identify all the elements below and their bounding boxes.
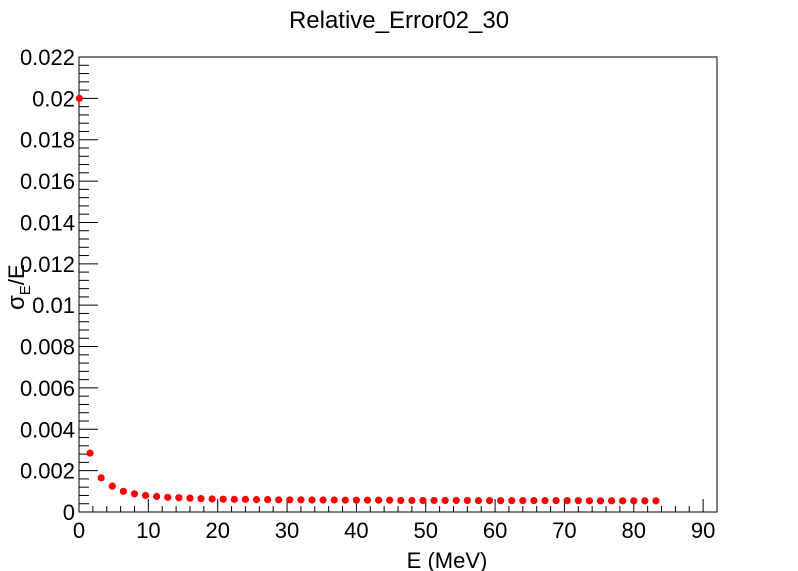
data-point — [319, 496, 327, 504]
data-point — [530, 497, 538, 505]
y-axis-title-symbol: σ — [3, 295, 30, 310]
x-tick-labels: 0 10 20 30 40 50 60 70 80 90 — [73, 518, 715, 543]
data-point — [241, 495, 250, 503]
y-tick-label: 0.012 — [20, 252, 75, 277]
y-tick-label: 0.016 — [20, 169, 75, 194]
data-point — [452, 496, 460, 505]
x-tick-label: 30 — [275, 518, 299, 543]
y-minor-ticks — [79, 64, 89, 505]
data-point — [408, 496, 416, 505]
data-point — [275, 496, 283, 504]
data-point — [596, 497, 605, 505]
data-point — [164, 493, 172, 501]
data-point — [563, 497, 571, 505]
data-point — [485, 497, 494, 505]
data-point — [330, 496, 338, 504]
data-point — [86, 449, 94, 457]
data-point — [497, 497, 505, 505]
data-point — [297, 496, 305, 504]
x-tick-label: 20 — [205, 518, 229, 543]
data-point — [119, 487, 127, 495]
data-point — [186, 494, 194, 502]
data-point — [352, 496, 360, 504]
y-axis-title-subscript: E — [17, 285, 34, 295]
data-point — [508, 497, 516, 505]
data-point — [419, 496, 427, 505]
data-point — [619, 497, 627, 505]
data-point — [519, 497, 527, 505]
data-points — [75, 94, 660, 505]
x-minor-ticks — [92, 506, 690, 512]
x-tick-label: 10 — [136, 518, 160, 543]
data-point — [130, 490, 139, 498]
data-point — [252, 495, 261, 504]
y-tick-label: 0.02 — [32, 86, 75, 111]
data-point — [607, 497, 616, 505]
x-tick-label: 0 — [73, 518, 85, 543]
data-point — [574, 497, 582, 505]
chart-title: Relative_Error02_30 — [289, 7, 509, 34]
y-tick-label: 0.014 — [20, 210, 75, 235]
data-point — [141, 491, 150, 500]
data-point — [397, 496, 405, 505]
y-tick-label: 0.004 — [20, 417, 75, 442]
data-point — [430, 496, 438, 505]
y-tick-label: 0.006 — [20, 376, 75, 401]
data-point — [197, 494, 205, 503]
data-point — [97, 474, 105, 482]
data-point — [541, 497, 549, 505]
data-point — [308, 496, 316, 504]
y-tick-label: 0.01 — [32, 293, 75, 318]
data-point — [219, 495, 227, 503]
data-point — [264, 495, 272, 504]
data-point — [630, 497, 638, 505]
data-point — [552, 497, 560, 505]
data-point — [374, 496, 383, 504]
data-point — [386, 496, 394, 504]
data-point — [208, 495, 216, 503]
data-point — [474, 497, 483, 505]
data-point — [641, 497, 649, 505]
x-tick-label: 60 — [483, 518, 507, 543]
data-point — [75, 94, 83, 102]
y-tick-label: 0.008 — [20, 335, 75, 360]
data-point — [286, 496, 294, 504]
y-tick-label: 0.022 — [20, 45, 75, 70]
x-tick-label: 80 — [622, 518, 646, 543]
data-point — [652, 497, 660, 505]
y-axis-title: σE/E — [3, 264, 34, 310]
x-tick-label: 50 — [413, 518, 437, 543]
y-tick-labels: 0 0.002 0.004 0.006 0.008 0.01 0.012 0.014 0.016… — [20, 45, 75, 525]
y-axis-title-suffix: /E — [4, 264, 29, 285]
x-tick-label: 40 — [344, 518, 368, 543]
data-point — [108, 482, 116, 490]
data-point — [175, 494, 183, 502]
y-tick-label: 0 — [63, 500, 75, 525]
data-point — [585, 497, 594, 505]
x-tick-label: 70 — [552, 518, 576, 543]
data-point — [363, 496, 372, 504]
y-tick-label: 0.018 — [20, 128, 75, 153]
y-tick-label: 0.002 — [20, 459, 75, 484]
data-point — [441, 496, 449, 505]
x-tick-label: 90 — [691, 518, 715, 543]
data-point — [230, 495, 238, 503]
data-point — [463, 496, 471, 505]
data-point — [153, 492, 161, 501]
data-point — [341, 496, 349, 504]
x-axis-title: E (MeV) — [407, 548, 488, 571]
